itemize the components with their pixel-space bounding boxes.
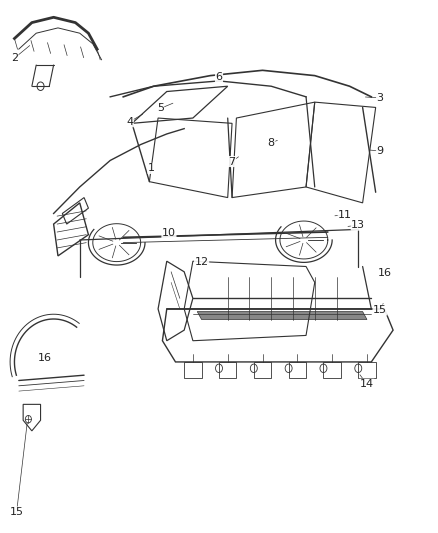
Text: 3: 3 <box>377 93 384 103</box>
Text: 2: 2 <box>11 53 18 63</box>
Text: 4: 4 <box>126 117 133 127</box>
Text: 13: 13 <box>351 220 365 230</box>
Polygon shape <box>197 312 367 319</box>
Text: 9: 9 <box>377 146 384 156</box>
Text: 1: 1 <box>148 164 155 173</box>
Text: 8: 8 <box>268 138 275 148</box>
Text: 5: 5 <box>157 103 164 114</box>
Text: 16: 16 <box>378 268 392 278</box>
Text: 6: 6 <box>215 71 223 82</box>
Text: 14: 14 <box>360 379 374 389</box>
Text: 15: 15 <box>10 507 24 517</box>
Text: 10: 10 <box>162 228 176 238</box>
Text: 16: 16 <box>38 353 52 362</box>
Text: 11: 11 <box>338 209 352 220</box>
Text: 12: 12 <box>194 257 208 267</box>
Text: 7: 7 <box>229 157 236 166</box>
Text: 15: 15 <box>373 305 387 315</box>
